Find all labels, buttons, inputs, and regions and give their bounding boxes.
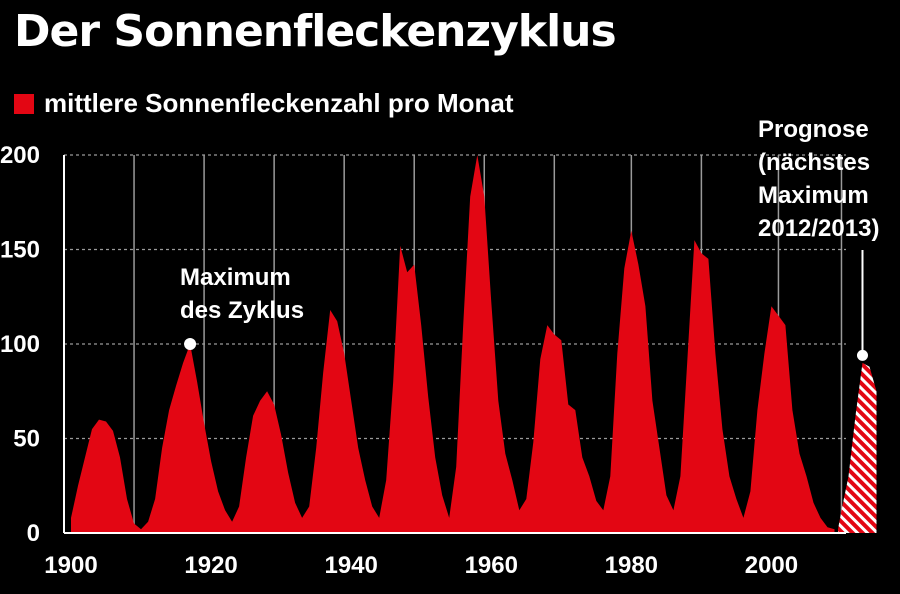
legend-label: mittlere Sonnenfleckenzahl pro Monat (44, 88, 514, 118)
cycle-max-label-line-2: des Zyklus (180, 297, 304, 324)
forecast-area (838, 362, 877, 533)
forecast-label-line-2: (nächstes (758, 149, 870, 176)
x-tick-label-1980: 1980 (605, 552, 658, 579)
x-tick-label-1900: 1900 (44, 552, 97, 579)
x-tick-label-1960: 1960 (465, 552, 518, 579)
legend-swatch (14, 93, 34, 114)
y-tick-label-0: 0 (27, 520, 40, 547)
forecast-label-line-1: Prognose (758, 116, 869, 143)
cycle-max-label-line-1: Maximum (180, 264, 291, 291)
chart-title: Der Sonnenfleckenzyklus (14, 6, 617, 57)
x-tick-label-1940: 1940 (324, 552, 377, 579)
cycle-max-marker (184, 338, 197, 350)
y-tick-label-50: 50 (13, 426, 40, 453)
y-tick-label-100: 100 (0, 331, 40, 358)
y-tick-label-200: 200 (0, 142, 40, 169)
forecast-marker (856, 349, 868, 361)
forecast-label-line-4: 2012/2013) (758, 215, 879, 242)
legend: mittlere Sonnenfleckenzahl pro Monat (14, 88, 514, 119)
y-tick-label-150: 150 (0, 237, 40, 264)
sunspot-area (71, 155, 835, 533)
x-tick-label-2000: 2000 (745, 552, 798, 579)
forecast-label-line-3: Maximum (758, 182, 869, 209)
x-tick-label-1920: 1920 (184, 552, 237, 579)
